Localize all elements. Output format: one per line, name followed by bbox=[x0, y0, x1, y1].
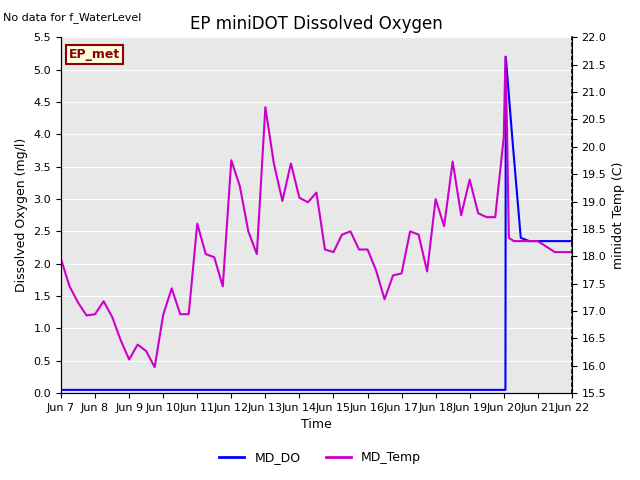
MD_DO bbox=[502, 387, 509, 393]
MD_DO bbox=[57, 387, 65, 393]
MD_Temp bbox=[381, 297, 388, 302]
MD_DO bbox=[517, 235, 525, 241]
MD_Temp bbox=[57, 256, 65, 262]
Line: MD_Temp: MD_Temp bbox=[61, 57, 572, 367]
MD_Temp bbox=[505, 235, 513, 241]
MD_Temp bbox=[168, 286, 175, 291]
MD_Temp bbox=[151, 364, 159, 370]
MD_Temp bbox=[202, 251, 209, 257]
MD_Temp bbox=[502, 54, 509, 60]
Legend: MD_DO, MD_Temp: MD_DO, MD_Temp bbox=[214, 446, 426, 469]
MD_DO bbox=[543, 238, 550, 244]
MD_DO bbox=[551, 238, 559, 244]
Y-axis label: Dissolved Oxygen (mg/l): Dissolved Oxygen (mg/l) bbox=[15, 138, 28, 292]
Text: No data for f_WaterLevel: No data for f_WaterLevel bbox=[3, 12, 141, 23]
MD_DO bbox=[534, 238, 541, 244]
MD_DO bbox=[502, 54, 509, 60]
MD_Temp bbox=[100, 299, 108, 304]
MD_Temp bbox=[568, 249, 576, 255]
Line: MD_DO: MD_DO bbox=[61, 57, 572, 390]
Text: EP_met: EP_met bbox=[68, 48, 120, 61]
MD_DO bbox=[525, 238, 533, 244]
Y-axis label: minidot Temp (C): minidot Temp (C) bbox=[612, 162, 625, 269]
X-axis label: Time: Time bbox=[301, 419, 332, 432]
MD_Temp bbox=[321, 247, 329, 252]
MD_DO bbox=[508, 135, 516, 141]
MD_DO bbox=[568, 238, 576, 244]
Title: EP miniDOT Dissolved Oxygen: EP miniDOT Dissolved Oxygen bbox=[190, 15, 443, 33]
